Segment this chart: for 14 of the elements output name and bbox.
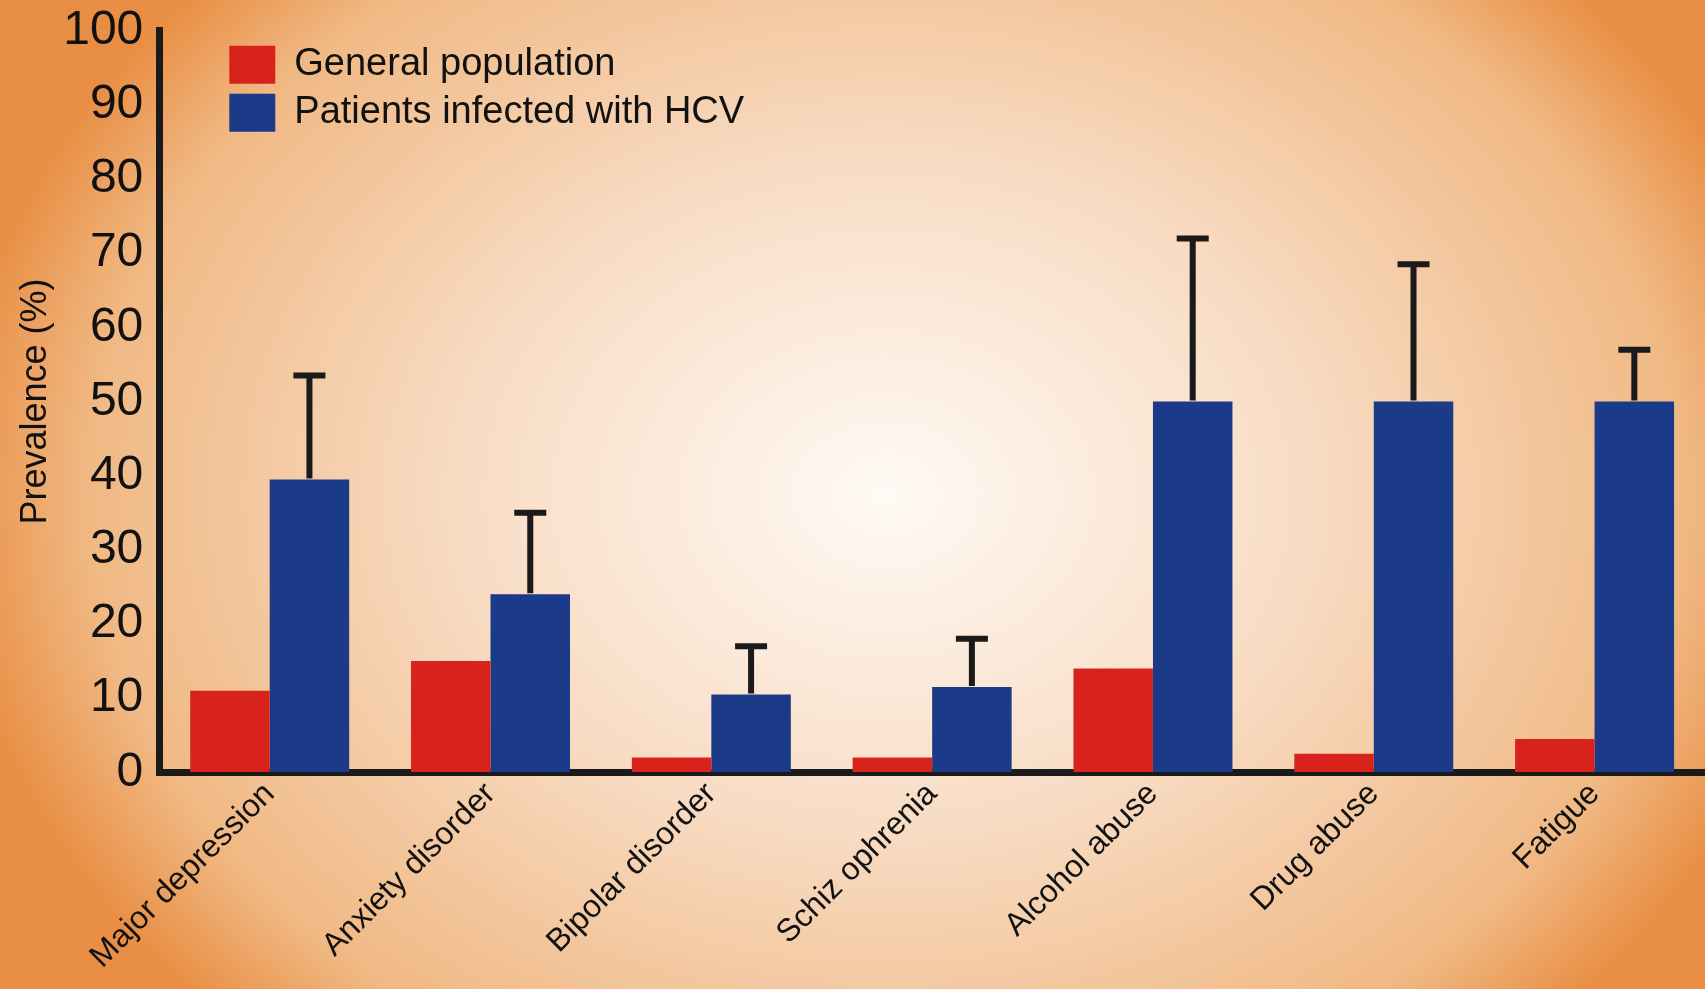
y-tick-label: 80 — [89, 149, 144, 203]
y-tick-label: 10 — [89, 668, 144, 722]
y-tick-label: 60 — [89, 297, 144, 351]
y-tick-label: 50 — [89, 371, 144, 425]
y-tick-label: 0 — [116, 742, 144, 796]
y-tick-label: 30 — [89, 520, 144, 574]
y-axis-title: Prevalence (%) — [12, 278, 54, 525]
y-tick-label: 70 — [89, 223, 144, 277]
y-tick-label: 90 — [89, 75, 144, 129]
legend-label: Patients infected with HCV — [294, 89, 745, 132]
y-tick-label: 100 — [63, 1, 144, 55]
y-tick-label: 40 — [89, 445, 144, 499]
legend-label: General population — [294, 41, 616, 84]
y-tick-label: 20 — [89, 594, 144, 648]
